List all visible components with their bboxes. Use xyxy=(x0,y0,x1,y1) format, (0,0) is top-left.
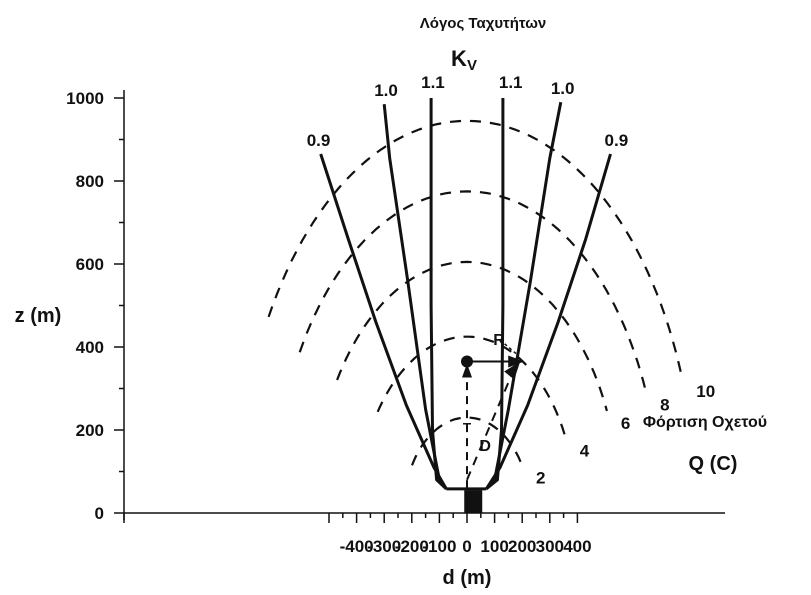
subtitle-sub: V xyxy=(467,57,477,74)
velocity-ratio-label: 1.0 xyxy=(551,79,575,98)
subtitle-main: K xyxy=(451,46,467,71)
d-label: D xyxy=(479,438,491,455)
velocity-ratio-curve-right-1.0 xyxy=(485,101,563,490)
y-tick-label: 600 xyxy=(76,255,104,274)
discharge-curve-label: 10 xyxy=(696,382,715,401)
d-arrow-head xyxy=(504,361,521,380)
x-axis-label: d (m) xyxy=(443,567,492,589)
y-tick-label: 200 xyxy=(76,421,104,440)
velocity-ratio-label: 1.0 xyxy=(374,81,398,100)
discharge-curve-label: 2 xyxy=(536,468,545,487)
horizontal-arrow-head xyxy=(508,355,525,368)
discharge-curve-2 xyxy=(410,416,524,466)
discharge-curve-label: 8 xyxy=(660,396,669,415)
y-axis-label: z (m) xyxy=(15,305,62,327)
discharge-curve-10 xyxy=(267,119,684,380)
discharge-curve-8 xyxy=(298,190,648,393)
x-tick-label: -200 xyxy=(395,537,429,556)
velocity-ratio-label: 1.1 xyxy=(421,73,445,92)
y-tick-label: 400 xyxy=(76,338,104,357)
plot-area: 2 4 6 8 10 0.9 1.0 1.1 1.1 1.0 0.9 R D xyxy=(267,73,715,513)
d-dashed-line xyxy=(466,373,514,481)
velocity-ratio-label: 1.1 xyxy=(499,73,523,92)
r-label: R xyxy=(493,332,505,349)
y-tick-label: 800 xyxy=(76,172,104,191)
x-tick-label: -100 xyxy=(422,537,456,556)
velocity-ratio-curve-left-1.1 xyxy=(429,98,448,490)
discharge-curve-6 xyxy=(336,260,608,412)
discharge-curve-label: 4 xyxy=(580,441,590,460)
source-symbol: Q (C) xyxy=(689,453,738,475)
chart-subtitle: KV xyxy=(451,46,477,74)
x-tick-label: 0 xyxy=(462,537,471,556)
x-tick-label: 200 xyxy=(508,537,536,556)
x-tick-label: -300 xyxy=(367,537,401,556)
discharge-curve-label: 6 xyxy=(621,414,630,433)
x-tick-label: 100 xyxy=(480,537,508,556)
velocity-ratio-curve-right-0.9 xyxy=(485,153,612,490)
chart-title: Λόγος Ταχυτήτων xyxy=(420,15,546,32)
y-tick-label: 1000 xyxy=(66,89,104,108)
r-leader xyxy=(499,339,519,356)
source-label: Φόρτιση Οχετού xyxy=(643,414,767,431)
x-tick-label: -400 xyxy=(340,537,374,556)
y-tick-label: 0 xyxy=(95,504,104,523)
outfall-block xyxy=(464,490,483,513)
velocity-ratio-label: 0.9 xyxy=(605,131,629,150)
x-tick-label: 400 xyxy=(563,537,591,556)
velocity-ratio-curve-left-1.0 xyxy=(382,104,448,490)
discharge-curve-4 xyxy=(376,335,567,439)
x-tick-label: 300 xyxy=(536,537,564,556)
z-arrow-head xyxy=(462,363,472,378)
velocity-ratio-label: 0.9 xyxy=(307,131,331,150)
